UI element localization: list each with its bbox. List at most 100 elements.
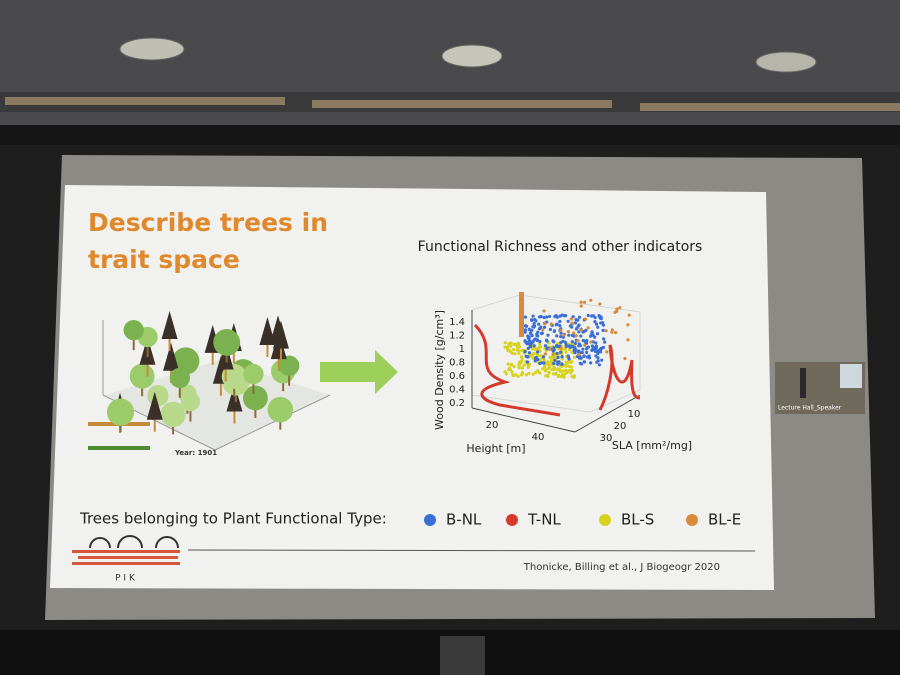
scatter-dot: [580, 350, 584, 355]
scatter-dot: [525, 324, 529, 328]
scatter-dot: [579, 356, 583, 360]
scatter-dot: [517, 363, 521, 367]
legend-swatch: [506, 514, 518, 526]
scatter-dot: [541, 328, 545, 332]
scatter-dot: [526, 363, 530, 367]
scatter-dot: [576, 339, 580, 343]
scatter-dot: [596, 359, 600, 363]
scatter-dot: [539, 315, 543, 319]
scatter-dot: [538, 339, 542, 344]
scatter-dot: [559, 331, 563, 335]
broadleaf-crown: [169, 367, 191, 389]
scatter-dot: [506, 349, 510, 353]
scatter-dot: [581, 338, 585, 343]
scatter-dot: [510, 351, 514, 355]
scatter-dot: [610, 330, 614, 334]
scatter-dot: [523, 350, 527, 354]
scatter-dot: [559, 346, 563, 350]
scatter-dot: [593, 335, 597, 339]
scatter-dot: [551, 349, 555, 353]
scatter-dot: [586, 313, 590, 318]
arrow: [320, 350, 398, 394]
forest-image: Year: 1901: [88, 310, 331, 457]
broadleaf-crown: [242, 385, 268, 411]
scatter-dot: [517, 351, 521, 356]
scatter-dot: [553, 314, 557, 319]
scatter-dot: [531, 314, 535, 318]
scatter-dot: [547, 370, 551, 374]
scatter-dot: [530, 334, 534, 338]
scatter-dot: [601, 323, 606, 327]
scatter-dot: [533, 359, 537, 363]
scatter-dot: [511, 348, 516, 352]
sla-tick-label: 30: [600, 433, 613, 444]
scatter-dot: [589, 340, 593, 344]
scatter-dot: [544, 338, 549, 342]
slide: [50, 185, 774, 590]
scatter-dot: [538, 345, 542, 349]
scatter-dot: [599, 315, 603, 319]
scatter-dot: [554, 372, 558, 376]
scatter-dot: [535, 333, 539, 337]
scatter-dot: [543, 344, 548, 348]
scatter-dot: [555, 334, 559, 338]
scatter-dot: [514, 342, 518, 346]
video-speaker: [800, 368, 806, 398]
scatter-dot: [590, 344, 595, 348]
scatter-dot: [564, 343, 568, 347]
scatter-dot: [542, 309, 546, 313]
scatter-dot: [598, 348, 603, 352]
scatter-dot: [560, 355, 564, 359]
scatter-dot: [510, 370, 514, 374]
scatter-dot: [599, 321, 603, 325]
scatter-dot: [585, 341, 589, 345]
scatter-dot: [526, 346, 530, 350]
scatter-dot: [593, 315, 597, 320]
scatter-dot: [569, 371, 573, 375]
y-tick-label: 1: [459, 344, 465, 355]
y-tick-label: 1.4: [449, 317, 465, 328]
light-strip: [640, 103, 900, 111]
figure-title: Functional Richness and other indicators: [418, 239, 703, 255]
scatter-dot: [627, 313, 631, 317]
scatter-dot: [569, 317, 573, 321]
scatter-dot: [533, 370, 538, 375]
scatter-dot: [516, 374, 520, 379]
scatter-dot: [577, 344, 581, 348]
scatter-dot: [604, 329, 608, 333]
scatter-dot: [525, 342, 530, 346]
scatter-dot: [585, 346, 589, 350]
scatter-dot: [524, 373, 529, 377]
scatter-dot: [517, 341, 521, 345]
scatter-dot: [555, 322, 559, 326]
scatter-dot: [527, 371, 531, 375]
scatter-dot: [585, 339, 589, 343]
broadleaf-crown: [221, 364, 247, 389]
scatter-dot: [520, 359, 524, 363]
scatter-dot: [567, 344, 571, 348]
scatter-dot: [515, 348, 519, 352]
scatter-dot: [589, 361, 593, 365]
scatter-dot: [541, 355, 546, 359]
scatter-dot: [577, 323, 581, 327]
scatter-dot: [547, 366, 551, 370]
legend-swatch: [424, 514, 436, 526]
scatter-dot: [597, 363, 602, 367]
scatter-dot: [512, 374, 516, 378]
logo-stripe: [72, 550, 180, 553]
scatter-dot: [508, 343, 512, 347]
light-strip: [5, 97, 285, 105]
scatter-dot: [589, 334, 593, 338]
scatter-dot: [579, 300, 583, 304]
scatter-dot: [545, 361, 550, 365]
scatter-dot: [528, 343, 533, 348]
legend-label: T-NL: [527, 511, 561, 529]
citation: Thonicke, Billing et al., J Biogeogr 202…: [523, 562, 720, 573]
scatter-dot: [527, 337, 531, 341]
scatter-dot: [555, 315, 559, 319]
scatter-dot: [520, 356, 524, 361]
orange-column: [519, 292, 524, 337]
scatter-dot: [559, 328, 563, 332]
wall-top: [0, 125, 900, 145]
scatter-dot: [554, 343, 559, 348]
